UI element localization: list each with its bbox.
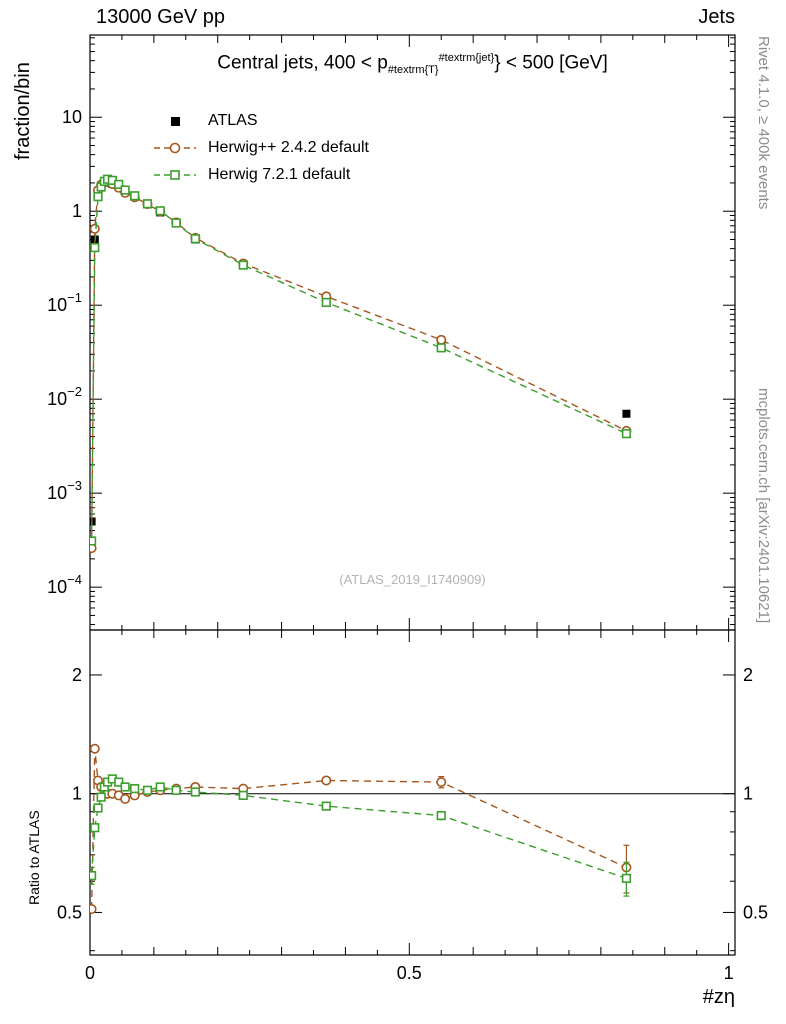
title-suffix: } < 500 [GeV] bbox=[494, 52, 608, 74]
series-main-2 bbox=[90, 174, 632, 546]
tick-labels: 10 1 10−1 10−2 10−3 10−4 0.5 0.5 1 1 2 2 0 0.5 1 bbox=[47, 107, 768, 983]
svg-text:10−2: 10−2 bbox=[47, 384, 82, 409]
axis-ticks bbox=[89, 35, 735, 955]
title-superscript: #textrm{jet} bbox=[438, 52, 495, 64]
open-square-icon bbox=[154, 169, 196, 180]
legend-item: Herwig 7.2.1 default bbox=[152, 161, 369, 188]
svg-text:0.5: 0.5 bbox=[57, 902, 82, 922]
mcplots-reference-label: mcplots.cern.ch [arXiv:2401.10621] bbox=[755, 388, 772, 624]
series-ratio-1 bbox=[90, 743, 632, 915]
legend-label: Herwig 7.2.1 default bbox=[208, 165, 351, 183]
analysis-group-label: Jets bbox=[698, 6, 735, 28]
svg-text:10−1: 10−1 bbox=[47, 290, 82, 315]
filled-square-icon bbox=[171, 116, 180, 126]
svg-text:0: 0 bbox=[85, 963, 95, 983]
svg-text:10: 10 bbox=[62, 107, 82, 127]
ratio-panel-frame bbox=[89, 629, 736, 956]
svg-text:0.5: 0.5 bbox=[743, 902, 768, 922]
beam-energy-label: 13000 GeV pp bbox=[96, 6, 225, 28]
svg-text:2: 2 bbox=[743, 665, 753, 685]
open-circle-icon bbox=[154, 142, 196, 153]
analysis-id-watermark: (ATLAS_2019_I1740909) bbox=[339, 572, 486, 587]
title-prefix: Central jets, 400 < p bbox=[217, 52, 388, 74]
ratio-y-axis-label: Ratio to ATLAS bbox=[26, 810, 42, 905]
legend: ATLAS Herwig++ 2.4.2 default Herwig 7.2.1 … bbox=[152, 107, 369, 188]
rivet-version-label: Rivet 4.1.0, ≥ 400k events bbox=[755, 36, 772, 210]
svg-text:1: 1 bbox=[724, 963, 734, 983]
plot-title: Central jets, 400 < p#textrm{T}#textrm{j… bbox=[90, 52, 735, 76]
svg-text:2: 2 bbox=[72, 665, 82, 685]
series-main-0 bbox=[90, 177, 631, 526]
svg-text:0.5: 0.5 bbox=[397, 963, 422, 983]
series-main-1 bbox=[90, 176, 632, 554]
legend-item: ATLAS bbox=[152, 107, 369, 134]
svg-text:1: 1 bbox=[72, 784, 82, 804]
legend-label: Herwig++ 2.4.2 default bbox=[208, 138, 369, 156]
legend-label: ATLAS bbox=[208, 111, 258, 129]
legend-item: Herwig++ 2.4.2 default bbox=[152, 134, 369, 161]
x-axis-label: #zη bbox=[702, 986, 735, 1008]
svg-text:10−4: 10−4 bbox=[47, 572, 82, 597]
svg-text:10−3: 10−3 bbox=[47, 478, 82, 503]
svg-text:1: 1 bbox=[743, 784, 753, 804]
series-ratio-2 bbox=[90, 774, 632, 897]
svg-text:1: 1 bbox=[72, 201, 82, 221]
main-y-axis-label: fraction/bin bbox=[12, 62, 34, 160]
title-subscript: #textrm{T} bbox=[387, 64, 439, 77]
